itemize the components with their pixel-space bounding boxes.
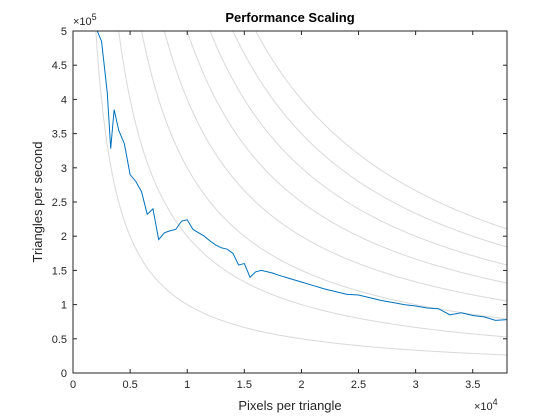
reference-curve-7 <box>232 31 507 248</box>
reference-curve-6 <box>209 31 507 266</box>
x-tick-label: 3 <box>413 379 419 391</box>
x-exponent-power: 4 <box>493 397 498 407</box>
reference-curve-5 <box>186 31 507 284</box>
y-tick-label: 4.5 <box>52 60 67 72</box>
plot-area <box>73 31 507 373</box>
x-tick-label: 0 <box>70 379 76 391</box>
x-tick-label: 2 <box>298 379 304 391</box>
x-exponent-base: ×10 <box>474 401 493 413</box>
y-tick-label: 5 <box>61 26 67 38</box>
y-tick-label: 2 <box>61 231 67 243</box>
x-tick-label: 0.5 <box>122 379 137 391</box>
y-tick-label: 3 <box>61 163 67 175</box>
x-tick-label: 1.5 <box>237 379 252 391</box>
series-group <box>96 31 507 321</box>
y-axis: 0 0.5 1 1.5 2 2.5 3 3.5 4 4.5 5 <box>52 26 507 380</box>
y-tick-label: 1 <box>61 300 67 312</box>
reference-curve-1 <box>95 31 507 356</box>
y-tick-label: 2.5 <box>52 197 67 209</box>
reference-curve-8 <box>255 31 507 230</box>
y-tick-label: 0 <box>61 368 67 380</box>
x-tick-label: 2.5 <box>351 379 366 391</box>
reference-curve-2 <box>118 31 507 338</box>
y-exponent-power: 5 <box>92 12 97 22</box>
y-exponent-base: ×10 <box>73 16 92 28</box>
y-tick-label: 4 <box>61 94 67 106</box>
chart-title: Performance Scaling <box>225 10 354 25</box>
x-axis-label: Pixels per triangle <box>238 398 341 413</box>
x-exponent: ×104 <box>474 397 498 413</box>
reference-curve-3 <box>141 31 507 320</box>
y-axis-label: Triangles per second <box>30 142 45 263</box>
x-tick-label: 3.5 <box>465 379 480 391</box>
y-tick-label: 0.5 <box>52 334 67 346</box>
reference-curve-4 <box>163 31 507 302</box>
y-exponent: ×105 <box>73 12 97 28</box>
y-tick-label: 1.5 <box>52 265 67 277</box>
series-line-1 <box>96 31 507 321</box>
y-tick-label: 3.5 <box>52 129 67 141</box>
x-axis: 0 0.5 1 1.5 2 2.5 3 3.5 <box>70 31 480 391</box>
reference-curves <box>95 31 507 356</box>
x-tick-label: 1 <box>184 379 190 391</box>
